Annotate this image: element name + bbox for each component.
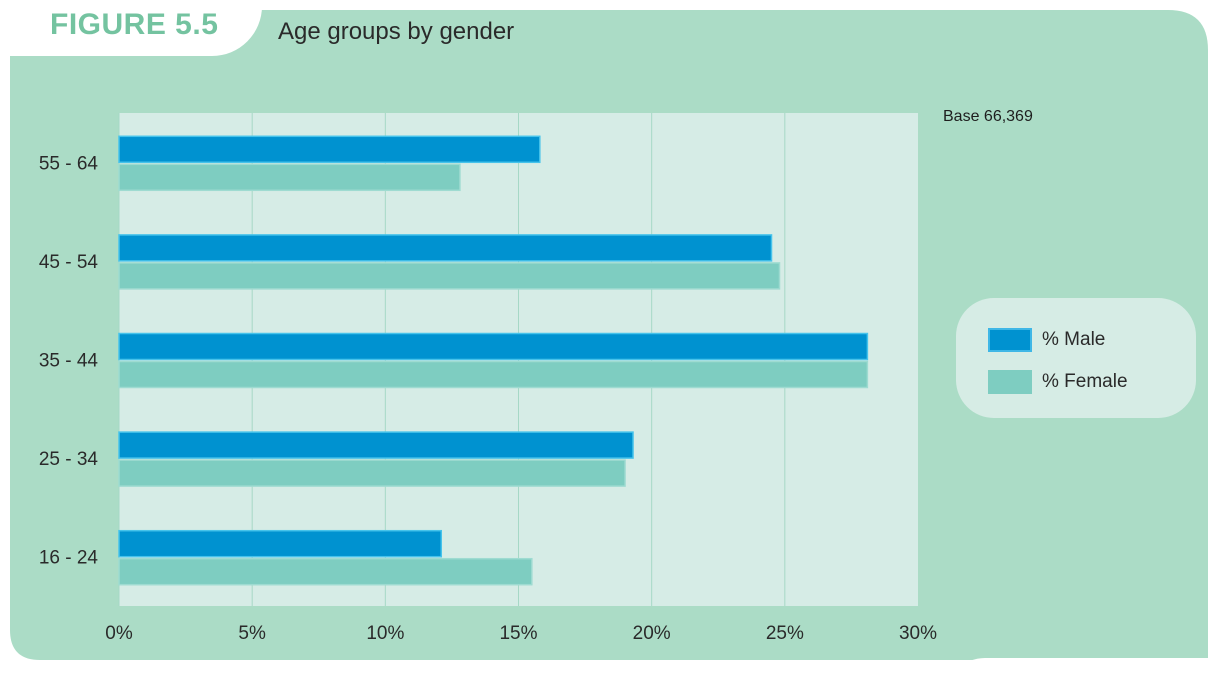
- corner-notch: [945, 658, 1208, 699]
- bar-male-55-64: [118, 135, 541, 164]
- x-tick-label: 20%: [633, 623, 671, 644]
- y-tick-label: 45 - 54: [39, 252, 99, 273]
- y-tick-label: 55 - 64: [39, 153, 99, 174]
- x-axis-labels: 0% 5% 10% 15% 20% 25% 30%: [105, 623, 937, 644]
- bar-female-45-54: [118, 262, 781, 290]
- legend-swatch-male-icon: [988, 328, 1032, 352]
- y-tick-label: 16 - 24: [39, 548, 99, 569]
- x-tick-label: 30%: [899, 623, 937, 644]
- bar-female-55-64: [118, 163, 461, 192]
- bar-female-35-44: [118, 360, 869, 389]
- bar-male-25-34: [118, 431, 634, 459]
- bar-male-16-24: [118, 529, 443, 558]
- legend: % Male % Female: [956, 298, 1196, 418]
- x-tick-label: 0%: [105, 623, 133, 644]
- y-axis-labels: 55 - 64 45 - 54 35 - 44 25 - 34 16 - 24: [39, 153, 99, 568]
- legend-swatch-female-icon: [988, 370, 1032, 394]
- y-tick-label: 35 - 44: [39, 351, 99, 372]
- y-tick-label: 25 - 34: [39, 449, 99, 470]
- x-tick-label: 25%: [766, 623, 804, 644]
- bar-male-35-44: [118, 332, 869, 361]
- figure-title: Age groups by gender: [278, 18, 515, 45]
- bars-group: [118, 135, 869, 586]
- bar-male-45-54: [118, 234, 773, 262]
- figure-tab: [0, 0, 262, 56]
- x-tick-label: 10%: [366, 623, 404, 644]
- x-tick-label: 15%: [499, 623, 537, 644]
- legend-label-male: % Male: [1042, 329, 1106, 350]
- figure-label: FIGURE 5.5: [50, 8, 219, 41]
- legend-label-female: % Female: [1042, 371, 1128, 392]
- x-tick-label: 5%: [238, 623, 266, 644]
- bar-female-25-34: [118, 459, 626, 487]
- base-note: Base 66,369: [943, 108, 1033, 125]
- bar-female-16-24: [118, 557, 533, 586]
